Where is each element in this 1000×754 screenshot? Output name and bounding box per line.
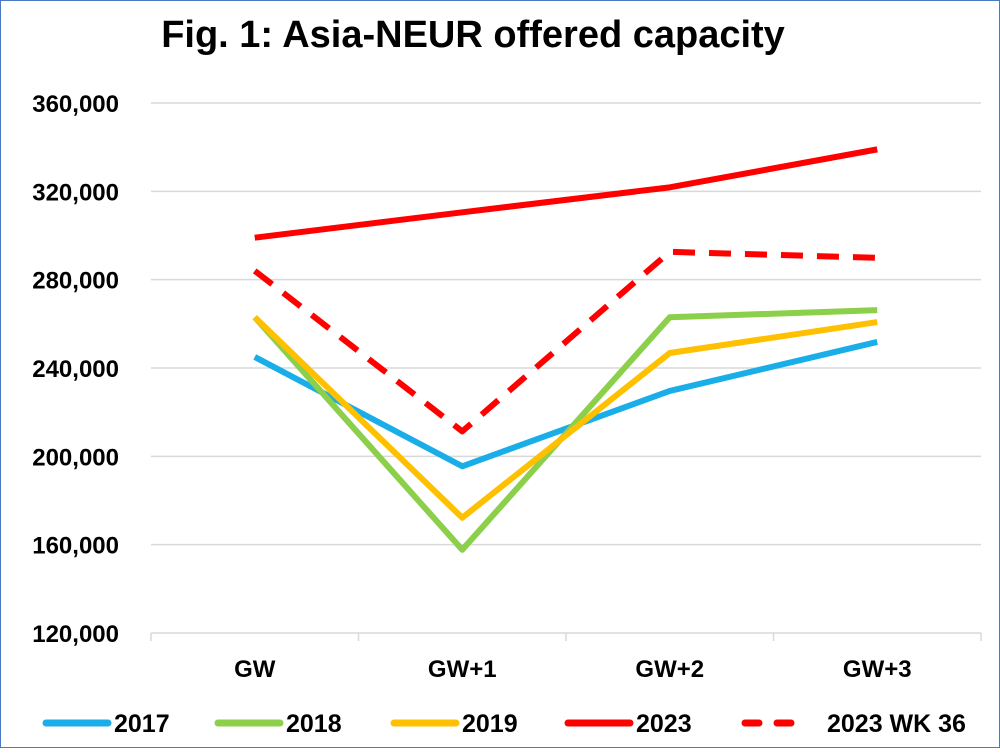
series-line-2017 — [253, 339, 878, 470]
x-tick-label: GW — [234, 656, 276, 683]
y-tick-label: 200,000 — [32, 444, 119, 471]
x-tick-label: GW+2 — [635, 656, 704, 683]
series-line-2023-wk-36 — [252, 248, 878, 435]
series-line-2023 — [254, 146, 878, 241]
y-axis: 120,000 160,000 200,000 240,000 280,000 320,0… — [32, 91, 119, 648]
legend-label: 2017 — [114, 710, 170, 738]
legend-label: 2023 — [636, 710, 692, 738]
y-tick-label: 160,000 — [32, 533, 119, 560]
y-tick-label: 280,000 — [32, 268, 119, 295]
x-tick-label: GW+3 — [843, 656, 912, 683]
x-tick-label: GW+1 — [428, 656, 497, 683]
series-lines — [252, 146, 878, 553]
y-tick-label: 320,000 — [32, 179, 119, 206]
y-tick-label: 360,000 — [32, 91, 119, 118]
legend: 2017 2018 2019 2023 2023 WK 36 — [42, 710, 966, 738]
y-tick-label: 120,000 — [32, 621, 119, 648]
x-axis: GW GW+1 GW+2 GW+3 — [150, 633, 982, 683]
chart-title: Fig. 1: Asia-NEUR offered capacity — [161, 14, 785, 56]
legend-label: 2023 WK 36 — [827, 710, 966, 738]
legend-label: 2019 — [462, 710, 518, 738]
gridlines — [151, 102, 981, 634]
legend-label: 2018 — [286, 710, 342, 738]
y-tick-label: 240,000 — [32, 356, 119, 383]
series-line-2019 — [252, 315, 878, 521]
